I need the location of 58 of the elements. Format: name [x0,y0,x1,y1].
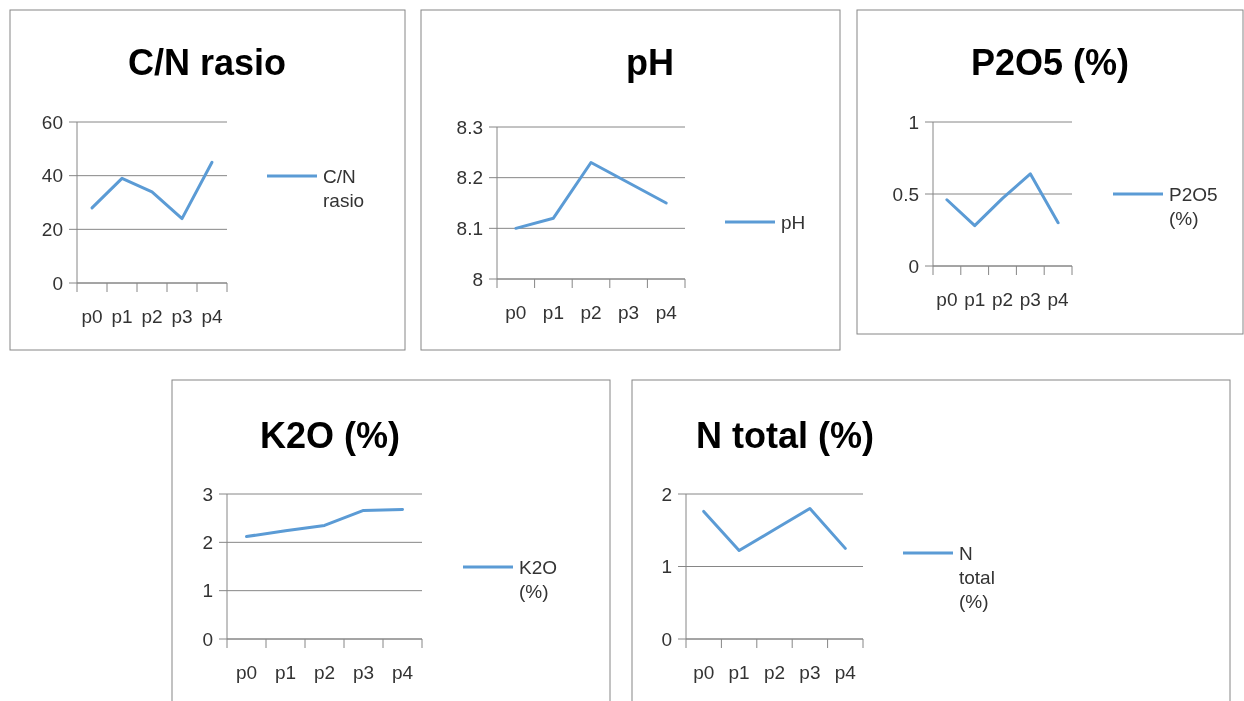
x-tick-label: p3 [171,306,193,327]
y-tick-label: 1 [908,111,919,133]
legend-label: K2O (%) [519,556,558,602]
chart-title: P2O5 (%) [970,42,1130,83]
x-tick-label: p3 [799,662,821,683]
y-tick-label: 20 [41,218,63,240]
line-series [945,172,1060,228]
legend-label: C/N rasio [323,165,365,211]
chart-title: K2O (%) [259,415,401,456]
x-tick-label: p0 [505,302,527,323]
x-tick-label: p2 [313,662,336,683]
chart-title: pH [626,42,674,83]
x-tick-label: p4 [201,306,223,327]
y-tick-label: 8.3 [456,116,483,138]
y-tick-label: 40 [41,165,63,187]
x-tick-label: p0 [81,306,103,327]
x-tick-label: p0 [235,662,258,683]
y-tick-label: 2 [202,531,213,553]
x-tick-label: p2 [580,302,602,323]
y-tick-label: 0 [52,272,63,294]
line-series [702,507,847,553]
x-tick-label: p0 [693,662,715,683]
y-tick-label: 2 [661,483,672,505]
x-tick-label: p4 [1047,289,1070,310]
x-tick-label: p2 [763,662,786,683]
y-tick-label: 3 [202,483,213,505]
x-tick-label: p4 [834,662,857,683]
line-series [245,507,404,539]
x-tick-label: p3 [618,302,640,323]
line-series [514,160,668,230]
x-tick-label: p0 [936,289,958,310]
y-tick-label: 8.1 [456,217,483,239]
x-tick-label: p1 [542,302,564,323]
y-tick-label: 1 [202,580,213,602]
chart-title: C/N rasio [127,42,287,83]
x-tick-label: p1 [274,662,297,683]
y-tick-label: 8.2 [456,167,483,189]
legend-label: pH [781,211,806,233]
x-tick-label: p1 [111,306,133,327]
y-tick-label: 0.5 [892,183,919,205]
x-tick-label: p1 [964,289,986,310]
x-tick-label: p4 [655,302,678,323]
x-tick-label: p2 [141,306,163,327]
legend-label: P2O5 (%) [1169,183,1218,229]
x-tick-label: p2 [991,289,1014,310]
x-tick-label: p3 [1019,289,1041,310]
y-tick-label: 0 [908,255,919,277]
legend-label: N total (%) [959,542,995,612]
y-tick-label: 8 [472,268,483,290]
y-tick-label: 0 [661,628,672,650]
y-tick-label: 0 [202,628,213,650]
chart-title: N total (%) [696,415,874,456]
x-tick-label: p1 [728,662,750,683]
x-tick-label: p4 [391,662,414,683]
line-series [90,160,214,221]
x-tick-label: p3 [352,662,375,683]
y-tick-label: 1 [661,556,672,578]
y-tick-label: 60 [41,111,63,133]
